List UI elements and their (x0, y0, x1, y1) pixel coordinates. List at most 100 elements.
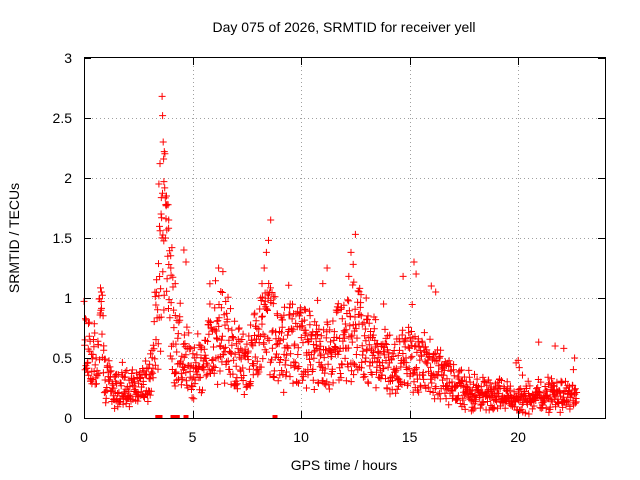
data-point (362, 294, 370, 302)
data-point (205, 330, 213, 338)
data-point (217, 343, 225, 351)
data-point (412, 270, 420, 278)
data-point (82, 315, 89, 323)
data-point (208, 357, 216, 364)
data-point (502, 396, 510, 404)
data-point (147, 387, 155, 395)
data-point (97, 306, 105, 314)
data-point (357, 312, 365, 320)
y-tick-label: 3 (64, 50, 72, 66)
data-point (307, 361, 314, 369)
data-point (273, 350, 280, 358)
data-point (171, 382, 179, 390)
data-point (345, 307, 353, 315)
data-point (459, 396, 467, 404)
data-point (193, 351, 201, 359)
data-point (477, 383, 485, 391)
data-point (338, 315, 346, 323)
data-point (320, 354, 328, 362)
data-point (123, 367, 131, 374)
data-point (519, 371, 526, 379)
data-point (306, 321, 314, 329)
data-point (117, 382, 125, 390)
data-point (341, 354, 349, 362)
data-point (206, 280, 214, 288)
data-point (370, 325, 378, 333)
data-point (347, 248, 355, 256)
data-point (204, 337, 212, 345)
data-point (160, 155, 168, 163)
data-point (380, 365, 388, 372)
data-point (259, 312, 266, 320)
data-point (191, 376, 199, 384)
data-point (157, 347, 165, 355)
data-point (235, 325, 243, 333)
data-point (417, 347, 425, 355)
data-point (427, 375, 435, 383)
data-point (159, 138, 167, 146)
data-point (93, 380, 100, 388)
data-point (408, 352, 416, 360)
data-point (264, 307, 271, 314)
data-point (542, 404, 550, 412)
data-point (426, 335, 434, 343)
axis-ticks (84, 58, 605, 419)
data-point (312, 335, 320, 343)
data-point (255, 368, 263, 376)
data-point (265, 236, 272, 244)
data-point (152, 336, 160, 344)
data-point (231, 317, 239, 325)
data-point (358, 358, 366, 366)
data-point (186, 367, 194, 375)
data-point (90, 320, 98, 328)
data-point (349, 359, 357, 367)
data-point (89, 376, 97, 383)
x-tick-label: 5 (189, 429, 197, 445)
data-point (251, 309, 259, 317)
data-point (513, 392, 521, 400)
data-point (229, 370, 237, 378)
data-point (86, 347, 94, 355)
data-point (315, 325, 323, 333)
data-point (84, 368, 92, 376)
data-point (443, 375, 451, 383)
data-point (167, 299, 175, 307)
data-point (569, 366, 577, 374)
data-point (320, 326, 328, 334)
data-point (179, 360, 187, 368)
data-point (539, 404, 547, 412)
data-point (415, 342, 423, 350)
data-point (194, 330, 202, 338)
data-point (311, 318, 319, 326)
data-point (230, 356, 238, 364)
data-point (218, 289, 226, 296)
data-point (267, 284, 274, 292)
data-point (182, 258, 190, 266)
data-point (89, 350, 97, 358)
data-point (550, 382, 558, 390)
data-point (274, 377, 282, 385)
data-point (479, 373, 487, 381)
data-point (175, 318, 183, 326)
data-point (163, 200, 171, 208)
data-point (295, 379, 302, 387)
data-point (276, 337, 284, 345)
data-point (348, 367, 355, 375)
data-point (148, 368, 156, 376)
data-points (80, 92, 581, 418)
data-point (416, 356, 424, 364)
data-point (204, 361, 212, 369)
data-point (357, 299, 365, 307)
data-point (383, 385, 391, 393)
data-point (365, 341, 373, 349)
data-point (432, 349, 440, 357)
data-point (545, 408, 553, 416)
data-point (381, 325, 389, 333)
data-point (217, 336, 225, 344)
data-point (228, 326, 236, 334)
data-point (238, 336, 246, 343)
data-point (428, 379, 436, 387)
data-point (196, 373, 204, 381)
data-point (85, 318, 93, 326)
data-point (402, 335, 410, 343)
